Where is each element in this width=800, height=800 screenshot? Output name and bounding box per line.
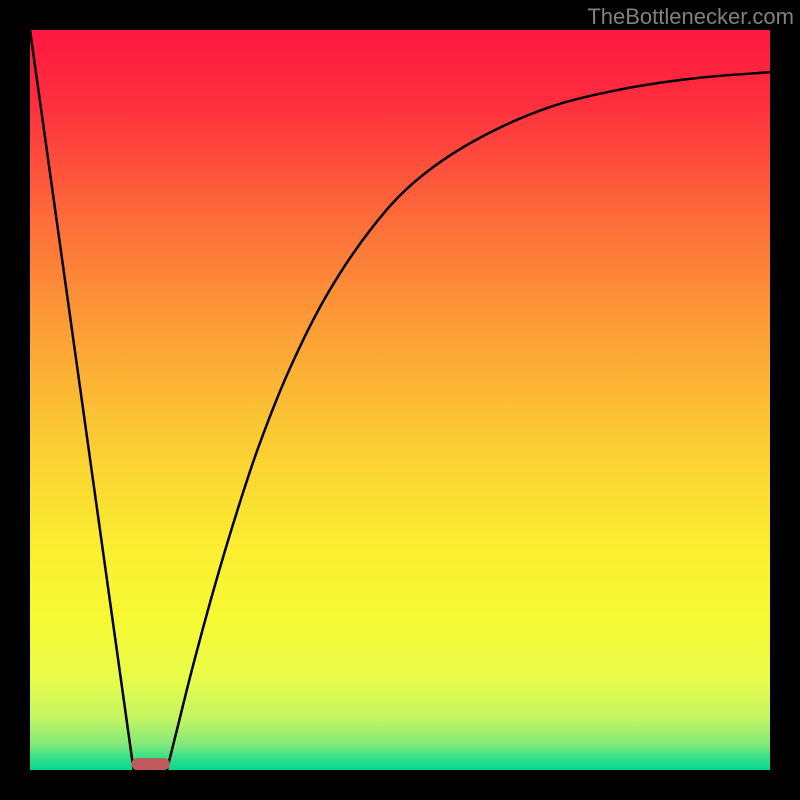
minimum-marker	[131, 758, 169, 770]
bottleneck-chart	[0, 0, 800, 800]
chart-container: TheBottlenecker.com	[0, 0, 800, 800]
gradient-background	[30, 30, 770, 770]
